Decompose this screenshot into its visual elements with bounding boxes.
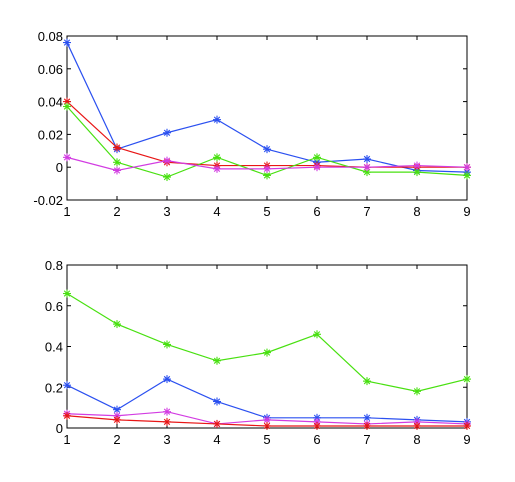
data-point xyxy=(263,164,271,173)
chart-panel-1: 1 2 3 4 5 6 7 8 9 -0.02 0 0.02 0.04 0.06 0.08 xyxy=(33,29,471,219)
y-tick-label: 0 xyxy=(56,421,63,436)
x-tick-label: 5 xyxy=(263,204,270,219)
data-point xyxy=(363,377,371,386)
data-point xyxy=(63,289,71,298)
y-tick-label: 0.08 xyxy=(38,29,63,44)
x-tick-label: 8 xyxy=(413,432,420,447)
data-point xyxy=(263,145,271,154)
data-point xyxy=(363,421,371,430)
y-tick-label: 0.6 xyxy=(45,299,63,314)
data-point xyxy=(213,115,221,124)
data-point xyxy=(363,163,371,172)
data-point xyxy=(163,173,171,182)
x-tick-label: 1 xyxy=(63,204,70,219)
data-point xyxy=(213,356,221,365)
series-4 xyxy=(63,411,471,430)
data-point xyxy=(313,153,321,162)
x-tick-label: 7 xyxy=(363,432,370,447)
data-point xyxy=(63,381,71,390)
series-1 xyxy=(63,38,471,177)
y-tick-label: 0.4 xyxy=(45,340,63,355)
x-tick-label: 9 xyxy=(463,432,470,447)
data-point xyxy=(163,375,171,384)
data-point xyxy=(113,415,121,424)
series-line xyxy=(66,101,467,168)
data-point xyxy=(163,407,171,416)
x-tick-label: 6 xyxy=(313,432,320,447)
data-point xyxy=(263,348,271,357)
data-point xyxy=(63,38,71,47)
data-point xyxy=(413,387,421,396)
data-point xyxy=(413,421,421,430)
data-point xyxy=(313,163,321,172)
y-tick-label: 0 xyxy=(56,160,63,175)
series-1 xyxy=(63,289,471,396)
x-tick-label: 5 xyxy=(263,432,270,447)
data-point xyxy=(263,421,271,430)
x-tick-label: 1 xyxy=(63,432,70,447)
y-tick-label: 0.02 xyxy=(38,127,63,142)
y-tick-label: 0.04 xyxy=(38,95,63,110)
x-tick-label: 3 xyxy=(163,432,170,447)
data-point xyxy=(463,163,471,172)
chart-panel-2: 1 2 3 4 5 6 7 8 9 0 0.2 0.4 0.6 0.8 xyxy=(45,258,471,447)
x-tick-label: 8 xyxy=(413,204,420,219)
data-point xyxy=(163,340,171,349)
data-point xyxy=(313,330,321,339)
data-point xyxy=(163,417,171,426)
data-point xyxy=(63,153,71,162)
data-point xyxy=(413,161,421,170)
data-point xyxy=(163,156,171,165)
x-tick-label: 2 xyxy=(113,204,120,219)
data-point xyxy=(313,421,321,430)
series-4 xyxy=(63,153,471,175)
data-point xyxy=(363,413,371,422)
x-tick-label: 9 xyxy=(463,204,470,219)
y-tick-label: 0.8 xyxy=(45,258,63,273)
y-tick-label: 0.2 xyxy=(45,380,63,395)
data-point xyxy=(63,411,71,420)
data-point xyxy=(63,102,71,111)
data-point xyxy=(463,421,471,430)
x-tick-label: 4 xyxy=(213,432,220,447)
x-tick-label: 7 xyxy=(363,204,370,219)
data-point xyxy=(113,158,121,167)
series-line xyxy=(66,293,468,392)
data-point xyxy=(463,375,471,384)
data-point xyxy=(213,419,221,428)
x-tick-label: 4 xyxy=(213,204,220,219)
data-point xyxy=(363,168,371,177)
data-point xyxy=(213,397,221,406)
data-point xyxy=(213,164,221,173)
data-point xyxy=(113,143,121,152)
x-tick-label: 6 xyxy=(313,204,320,219)
y-tick-label: -0.02 xyxy=(33,193,63,208)
data-point xyxy=(113,166,121,175)
series-2 xyxy=(63,97,471,172)
x-tick-label: 2 xyxy=(113,432,120,447)
data-point xyxy=(363,155,371,163)
y-tick-label: 0.06 xyxy=(38,62,63,77)
x-tick-label: 3 xyxy=(163,204,170,219)
data-point xyxy=(213,153,221,162)
data-point xyxy=(113,320,121,329)
data-point xyxy=(163,128,171,137)
data-point xyxy=(463,171,471,180)
